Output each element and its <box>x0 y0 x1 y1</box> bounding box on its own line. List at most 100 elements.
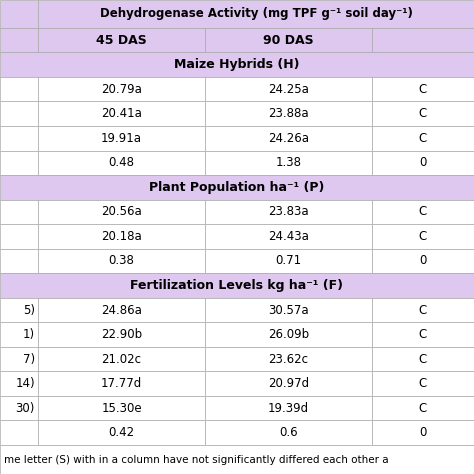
Bar <box>0 101 38 126</box>
Text: 20.56a: 20.56a <box>101 205 142 219</box>
Bar <box>372 126 474 151</box>
Bar <box>38 420 205 445</box>
Bar <box>372 396 474 420</box>
Text: 90 DAS: 90 DAS <box>263 34 314 46</box>
Bar <box>0 200 38 224</box>
Bar <box>372 224 474 249</box>
Text: 20.97d: 20.97d <box>268 377 309 390</box>
Text: 20.18a: 20.18a <box>101 230 142 243</box>
Text: 19.39d: 19.39d <box>268 401 309 415</box>
Bar <box>0 445 474 474</box>
Text: 0: 0 <box>419 255 427 267</box>
Bar <box>372 322 474 347</box>
Bar <box>205 396 372 420</box>
Text: 14): 14) <box>15 377 35 390</box>
Text: 1): 1) <box>23 328 35 341</box>
Bar <box>205 249 372 273</box>
Text: 0.38: 0.38 <box>109 255 135 267</box>
Bar <box>205 151 372 175</box>
Bar <box>205 126 372 151</box>
Text: C: C <box>419 107 427 120</box>
Bar <box>372 249 474 273</box>
Text: C: C <box>419 353 427 365</box>
Bar <box>205 420 372 445</box>
Text: 23.83a: 23.83a <box>268 205 309 219</box>
Text: 24.25a: 24.25a <box>268 83 309 96</box>
Text: C: C <box>419 328 427 341</box>
Text: 19.91a: 19.91a <box>101 132 142 145</box>
Bar <box>372 347 474 372</box>
Bar <box>205 322 372 347</box>
Bar <box>38 298 205 322</box>
Text: 20.79a: 20.79a <box>101 83 142 96</box>
Text: 23.88a: 23.88a <box>268 107 309 120</box>
Text: Maize Hybrids (H): Maize Hybrids (H) <box>174 58 300 71</box>
Bar <box>38 200 205 224</box>
Bar <box>38 322 205 347</box>
Bar <box>38 151 205 175</box>
Text: C: C <box>419 230 427 243</box>
Bar <box>205 347 372 372</box>
Text: 23.62c: 23.62c <box>268 353 309 365</box>
Text: 15.30e: 15.30e <box>101 401 142 415</box>
Text: C: C <box>419 83 427 96</box>
Text: 30): 30) <box>16 401 35 415</box>
Bar <box>0 249 38 273</box>
Bar <box>0 273 474 298</box>
Bar <box>0 126 38 151</box>
Bar <box>205 372 372 396</box>
Bar <box>0 420 38 445</box>
Bar <box>372 298 474 322</box>
Bar <box>38 396 205 420</box>
Bar <box>38 28 205 53</box>
Bar <box>205 101 372 126</box>
Text: 0: 0 <box>419 156 427 169</box>
Text: C: C <box>419 303 427 317</box>
Bar <box>0 224 38 249</box>
Bar <box>372 420 474 445</box>
Text: 45 DAS: 45 DAS <box>96 34 147 46</box>
Bar <box>0 347 38 372</box>
Text: 22.90b: 22.90b <box>101 328 142 341</box>
Bar <box>0 0 38 28</box>
Text: 0.48: 0.48 <box>109 156 135 169</box>
Bar <box>0 175 474 200</box>
Bar <box>0 372 38 396</box>
Text: 24.86a: 24.86a <box>101 303 142 317</box>
Bar <box>372 101 474 126</box>
Bar <box>372 200 474 224</box>
Text: 30.57a: 30.57a <box>268 303 309 317</box>
Bar <box>38 347 205 372</box>
Text: Fertilization Levels kg ha⁻¹ (F): Fertilization Levels kg ha⁻¹ (F) <box>130 279 344 292</box>
Bar <box>205 77 372 101</box>
Text: C: C <box>419 377 427 390</box>
Bar <box>38 77 205 101</box>
Text: C: C <box>419 401 427 415</box>
Text: 17.77d: 17.77d <box>101 377 142 390</box>
Bar <box>0 396 38 420</box>
Text: 0.42: 0.42 <box>109 426 135 439</box>
Bar <box>38 126 205 151</box>
Text: 26.09b: 26.09b <box>268 328 309 341</box>
Bar <box>0 322 38 347</box>
Text: 0.6: 0.6 <box>279 426 298 439</box>
Text: C: C <box>419 132 427 145</box>
Text: 5): 5) <box>23 303 35 317</box>
Bar <box>38 249 205 273</box>
Text: 0: 0 <box>419 426 427 439</box>
Bar <box>0 53 474 77</box>
Bar <box>0 77 38 101</box>
Bar <box>372 77 474 101</box>
Bar <box>0 151 38 175</box>
Text: Plant Population ha⁻¹ (P): Plant Population ha⁻¹ (P) <box>149 181 325 194</box>
Text: 1.38: 1.38 <box>275 156 301 169</box>
Bar <box>0 28 38 53</box>
Text: 21.02c: 21.02c <box>101 353 142 365</box>
Bar <box>372 151 474 175</box>
Bar <box>38 0 474 28</box>
Text: C: C <box>419 205 427 219</box>
Text: 7): 7) <box>23 353 35 365</box>
Text: 0.71: 0.71 <box>275 255 301 267</box>
Text: me letter (S) with in a column have not significantly differed each other a: me letter (S) with in a column have not … <box>4 455 389 465</box>
Bar <box>372 372 474 396</box>
